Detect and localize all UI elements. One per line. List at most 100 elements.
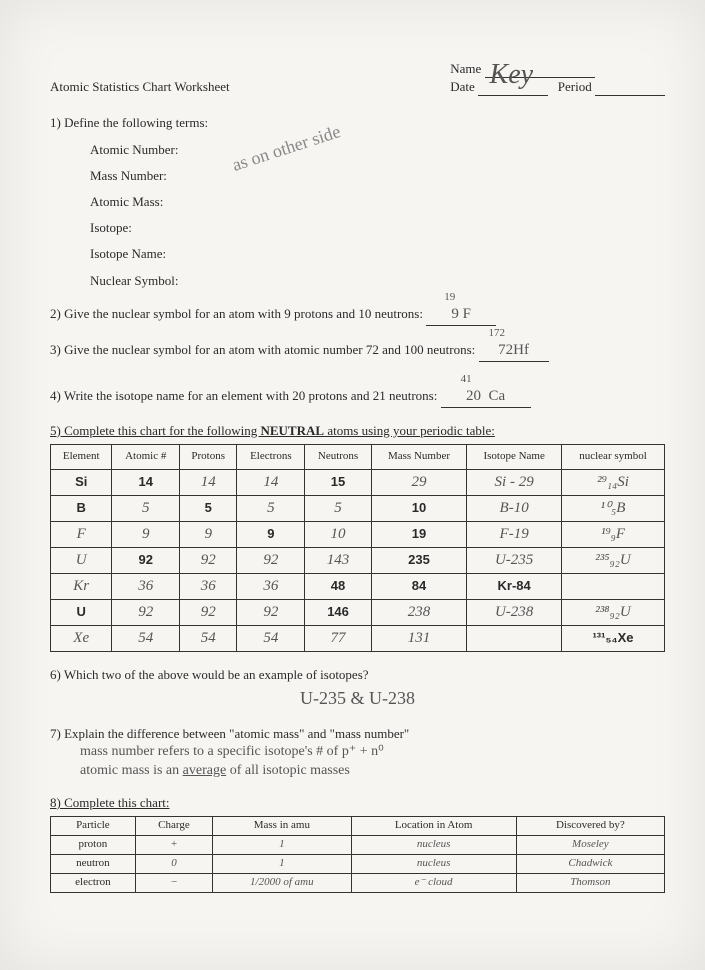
table-cell: 77 [305, 625, 371, 651]
q5-table: ElementAtomic #ProtonsElectronsNeutronsM… [50, 444, 665, 652]
q4: 4) Write the isotope name for an element… [50, 386, 665, 408]
table-cell: 0 [135, 855, 212, 874]
table-row: Xe54545477131¹³¹₅₄Xe [51, 625, 665, 651]
table-row: electron−1/2000 of amue⁻ cloudThomson [51, 874, 665, 893]
q8-col-header: Discovered by? [516, 817, 664, 836]
table-cell: 19 [371, 521, 467, 547]
table-cell [467, 625, 562, 651]
q7-prompt: 7) Explain the difference between "atomi… [50, 725, 665, 743]
table-cell: Kr [51, 573, 112, 599]
table-cell: 9 [180, 521, 237, 547]
date-label: Date [450, 79, 475, 94]
table-row: proton+1nucleusMoseley [51, 836, 665, 855]
date-blank [478, 95, 548, 96]
table-cell: e⁻ cloud [351, 874, 516, 893]
q5-col-header: nuclear symbol [562, 444, 665, 469]
table-cell: Si - 29 [467, 469, 562, 495]
table-cell: 9 [237, 521, 305, 547]
table-cell: 92 [180, 599, 237, 625]
table-cell: 5 [112, 495, 180, 521]
q8-table: ParticleChargeMass in amuLocation in Ato… [50, 816, 665, 893]
table-cell: 54 [180, 625, 237, 651]
table-cell: 10 [371, 495, 467, 521]
table-cell: Thomson [516, 874, 664, 893]
table-cell: 14 [237, 469, 305, 495]
table-cell: 131 [371, 625, 467, 651]
q8: 8) Complete this chart: ParticleChargeMa… [50, 794, 665, 893]
table-cell: ¹³¹₅₄Xe [562, 625, 665, 651]
table-row: neutron01nucleusChadwick [51, 855, 665, 874]
q1-term-4: Isotope Name: [90, 245, 665, 263]
q1-term-3: Isotope: [90, 219, 665, 237]
q5-col-header: Neutrons [305, 444, 371, 469]
table-cell: 143 [305, 547, 371, 573]
q2-answer: 19 9 F [426, 304, 496, 326]
table-row: Si1414141529Si - 29²⁹₁₄Si [51, 469, 665, 495]
q1-term-0: Atomic Number: [90, 141, 665, 159]
worksheet-title: Atomic Statistics Chart Worksheet [50, 78, 230, 96]
table-cell: F [51, 521, 112, 547]
table-cell: − [135, 874, 212, 893]
table-row: Kr3636364884Kr-84 [51, 573, 665, 599]
table-cell: 48 [305, 573, 371, 599]
table-cell: 29 [371, 469, 467, 495]
table-cell: 5 [305, 495, 371, 521]
table-cell: ²³⁸₉₂U [562, 599, 665, 625]
table-cell: 5 [237, 495, 305, 521]
table-cell: 1 [213, 836, 351, 855]
q5-col-header: Atomic # [112, 444, 180, 469]
q3-prompt: 3) Give the nuclear symbol for an atom w… [50, 342, 475, 357]
table-cell: Xe [51, 625, 112, 651]
q6-answer: U-235 & U-238 [50, 686, 665, 711]
header: Atomic Statistics Chart Worksheet Name K… [50, 60, 665, 96]
q2-prompt: 2) Give the nuclear symbol for an atom w… [50, 306, 423, 321]
table-cell: B-10 [467, 495, 562, 521]
table-cell: 238 [371, 599, 467, 625]
table-cell: U-238 [467, 599, 562, 625]
table-cell: neutron [51, 855, 136, 874]
q5-col-header: Element [51, 444, 112, 469]
table-cell: 84 [371, 573, 467, 599]
q8-col-header: Charge [135, 817, 212, 836]
q5-col-header: Protons [180, 444, 237, 469]
q5: 5) Complete this chart for the following… [50, 422, 665, 652]
table-cell: 92 [237, 547, 305, 573]
name-label: Name [450, 61, 481, 76]
table-cell: nucleus [351, 855, 516, 874]
table-cell: 54 [112, 625, 180, 651]
q8-prompt: 8) Complete this chart: [50, 794, 665, 812]
q8-col-header: Particle [51, 817, 136, 836]
table-cell: 5 [180, 495, 237, 521]
table-cell: B [51, 495, 112, 521]
q6: 6) Which two of the above would be an ex… [50, 666, 665, 711]
table-cell: 14 [180, 469, 237, 495]
name-value: Key [490, 55, 534, 94]
table-cell: 92 [112, 547, 180, 573]
q1-prompt: 1) Define the following terms: [50, 114, 665, 132]
period-blank [595, 95, 665, 96]
table-cell: ²³⁵₉₂U [562, 547, 665, 573]
table-cell: 146 [305, 599, 371, 625]
q1-term-5: Nuclear Symbol: [90, 272, 665, 290]
q2: 2) Give the nuclear symbol for an atom w… [50, 304, 665, 326]
worksheet-page: Atomic Statistics Chart Worksheet Name K… [0, 0, 705, 970]
q5-col-header: Electrons [237, 444, 305, 469]
table-cell: U-235 [467, 547, 562, 573]
period-label: Period [558, 79, 592, 94]
table-row: U929292146238U-238²³⁸₉₂U [51, 599, 665, 625]
table-cell: 1/2000 of amu [213, 874, 351, 893]
q8-col-header: Mass in amu [213, 817, 351, 836]
table-cell: 92 [237, 599, 305, 625]
q4-answer: 41 20 Ca [441, 386, 531, 408]
table-cell: 1 [213, 855, 351, 874]
q1-term-2: Atomic Mass: [90, 193, 665, 211]
table-cell: electron [51, 874, 136, 893]
table-cell: 92 [112, 599, 180, 625]
table-cell: 14 [112, 469, 180, 495]
q1: 1) Define the following terms: Atomic Nu… [50, 114, 665, 289]
table-cell: 235 [371, 547, 467, 573]
table-cell: ²⁹₁₄Si [562, 469, 665, 495]
table-cell: proton [51, 836, 136, 855]
table-cell: 54 [237, 625, 305, 651]
q3-answer: 172 72Hf [479, 340, 549, 362]
